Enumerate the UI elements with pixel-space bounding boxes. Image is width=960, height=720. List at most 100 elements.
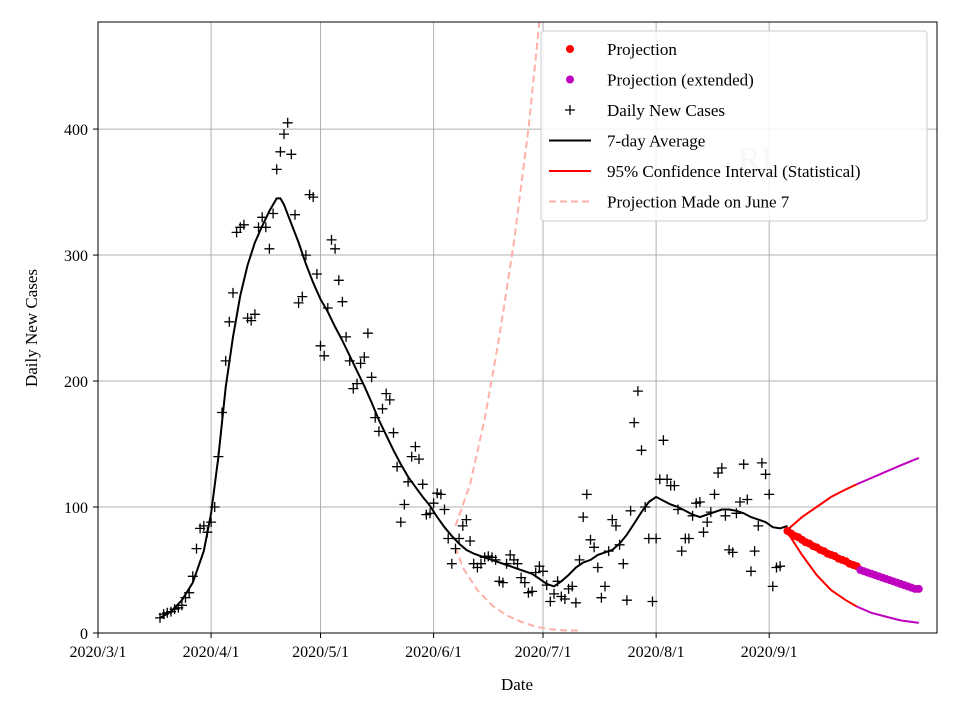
x-tick-label: 2020/6/1 bbox=[405, 644, 462, 661]
x-tick-label: 2020/4/1 bbox=[183, 644, 240, 661]
plot-area-frame bbox=[97, 21, 938, 634]
daily-case-marker bbox=[366, 372, 377, 383]
legend-label: Daily New Cases bbox=[607, 101, 725, 120]
daily-case-marker bbox=[290, 209, 300, 220]
june7-projection-lower-line bbox=[454, 546, 580, 632]
daily-case-marker bbox=[756, 457, 767, 468]
daily-case-marker bbox=[330, 243, 341, 254]
daily-case-marker bbox=[271, 164, 282, 175]
daily-case-marker bbox=[683, 533, 694, 544]
daily-case-marker bbox=[662, 474, 673, 485]
ci-lower-line bbox=[786, 531, 858, 608]
daily-case-marker bbox=[184, 587, 195, 598]
daily-case-marker bbox=[435, 489, 446, 500]
daily-case-marker bbox=[209, 502, 220, 512]
daily-case-marker bbox=[636, 445, 647, 456]
daily-case-marker bbox=[308, 192, 319, 203]
daily-case-marker bbox=[286, 149, 297, 160]
daily-case-marker bbox=[231, 227, 242, 238]
daily-case-marker bbox=[176, 600, 187, 611]
daily-case-marker bbox=[191, 543, 202, 554]
daily-case-marker bbox=[607, 514, 618, 525]
daily-case-marker bbox=[446, 558, 457, 569]
daily-case-marker bbox=[570, 597, 581, 608]
daily-case-marker bbox=[362, 328, 373, 339]
legend-marker-daily bbox=[565, 105, 575, 115]
daily-case-marker bbox=[727, 547, 738, 558]
ci-lower-extended-line bbox=[856, 605, 919, 624]
june7-projection-upper-line bbox=[454, 21, 541, 527]
daily-case-marker bbox=[322, 303, 333, 313]
daily-case-marker bbox=[567, 581, 578, 592]
daily-case-marker bbox=[600, 581, 610, 592]
daily-case-marker bbox=[399, 499, 410, 510]
daily-case-marker bbox=[264, 243, 275, 254]
daily-case-marker bbox=[596, 592, 607, 603]
daily-case-marker bbox=[406, 451, 417, 462]
daily-case-marker bbox=[541, 580, 552, 591]
daily-case-marker bbox=[625, 505, 636, 516]
daily-case-marker bbox=[676, 546, 687, 557]
daily-case-marker bbox=[337, 296, 348, 307]
daily-case-marker bbox=[311, 269, 322, 279]
daily-case-marker bbox=[260, 222, 271, 233]
y-tick-label: 0 bbox=[80, 626, 88, 643]
daily-case-marker bbox=[220, 355, 231, 366]
x-tick-label: 2020/7/1 bbox=[515, 644, 572, 661]
daily-case-marker bbox=[457, 520, 468, 531]
x-tick-label: 2020/9/1 bbox=[741, 644, 798, 661]
daily-case-marker bbox=[658, 435, 669, 446]
daily-case-marker bbox=[187, 571, 198, 582]
daily-case-marker bbox=[465, 536, 476, 546]
daily-case-marker bbox=[585, 534, 596, 545]
legend-label: 7-day Average bbox=[607, 132, 705, 151]
legend-label: Projection Made on June 7 bbox=[607, 193, 790, 212]
daily-case-marker bbox=[545, 596, 556, 607]
daily-case-marker bbox=[202, 527, 213, 538]
daily-case-marker bbox=[224, 316, 235, 327]
legend-marker-projection-extended bbox=[566, 75, 574, 84]
daily-case-marker bbox=[749, 546, 760, 557]
daily-case-marker bbox=[673, 504, 683, 515]
ci-upper-line bbox=[786, 483, 858, 531]
daily-case-marker bbox=[552, 576, 563, 587]
daily-case-marker bbox=[581, 489, 592, 500]
daily-case-marker bbox=[574, 554, 585, 565]
daily-case-marker bbox=[428, 498, 439, 509]
daily-case-marker bbox=[352, 378, 362, 389]
daily-case-marker bbox=[669, 480, 680, 491]
daily-case-marker bbox=[370, 412, 381, 423]
daily-case-marker bbox=[425, 508, 435, 519]
legend-box bbox=[540, 30, 928, 222]
daily-case-marker bbox=[395, 517, 406, 528]
y-tick-label: 200 bbox=[64, 374, 88, 391]
daily-case-marker bbox=[454, 533, 465, 544]
daily-case-marker bbox=[746, 566, 756, 577]
y-tick-label: 400 bbox=[64, 122, 88, 139]
daily-case-marker bbox=[735, 497, 745, 507]
daily-case-marker bbox=[716, 463, 727, 473]
daily-case-marker bbox=[439, 504, 450, 515]
daily-case-marker bbox=[344, 355, 355, 366]
daily-case-marker bbox=[388, 427, 399, 438]
daily-case-marker bbox=[687, 510, 698, 521]
y-tick-label: 300 bbox=[64, 248, 88, 265]
daily-case-marker bbox=[709, 489, 720, 500]
daily-case-marker bbox=[238, 219, 249, 230]
daily-case-marker bbox=[293, 297, 304, 308]
y-axis-label: Daily New Cases bbox=[22, 269, 41, 387]
daily-case-marker bbox=[297, 291, 308, 302]
daily-case-marker bbox=[742, 494, 753, 505]
legend-label: 95% Confidence Interval (Statistical) bbox=[607, 162, 861, 181]
daily-case-marker bbox=[392, 461, 403, 472]
daily-case-marker bbox=[603, 546, 614, 557]
daily-case-marker bbox=[319, 350, 330, 361]
y-tick-label: 100 bbox=[64, 500, 88, 517]
daily-case-marker bbox=[527, 586, 538, 597]
daily-case-marker bbox=[764, 489, 775, 500]
daily-case-marker bbox=[767, 581, 778, 592]
daily-case-marker bbox=[377, 403, 388, 414]
x-tick-label: 2020/5/1 bbox=[292, 644, 349, 661]
daily-case-marker bbox=[519, 577, 530, 588]
